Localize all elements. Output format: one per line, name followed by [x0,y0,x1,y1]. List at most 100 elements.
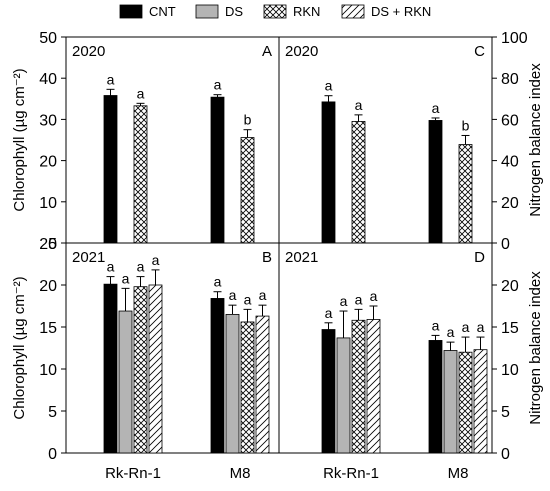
y-tick-label: 60 [501,112,519,129]
significance-letter: b [462,117,470,133]
x-category-label: M8 [230,465,251,482]
bar [133,286,148,454]
legend-label-3: DS + RKN [371,4,431,19]
significance-letter: a [122,270,130,286]
legend-swatch-0 [119,4,143,19]
y-tick-label: 80 [501,71,519,88]
bar [321,101,336,244]
significance-letter: a [152,252,160,268]
legend-swatch-2 [263,4,287,19]
significance-letter: a [325,78,333,94]
y-tick-label: 20 [39,154,57,171]
bar [210,298,225,454]
significance-letter: a [259,287,267,303]
panel-letter: D [474,249,485,266]
y-tick-label: 100 [501,30,528,47]
y-axis-label: Chlorophyll (µg cm⁻²) [11,68,28,211]
significance-letter: a [462,319,470,335]
y-tick-label: 20 [501,278,519,295]
significance-letter: a [244,291,252,307]
bar [118,310,133,454]
legend-swatch-1 [195,4,219,19]
bar [225,313,240,454]
y-tick-label: 25 [39,236,57,253]
y-tick-label: 10 [501,362,519,379]
legend: CNT DS RKN DS + RKN [119,4,431,19]
panel-year: 2020 [285,43,318,60]
legend-label-2: RKN [293,4,320,19]
y-axis-label: Nitrogen balance index [527,63,544,217]
bar [351,121,366,244]
significance-letter: a [432,100,440,116]
bar [336,337,351,454]
panel-year: 2020 [72,43,105,60]
y-axis-label: Chlorophyll (µg cm⁻²) [11,276,28,419]
bar [443,350,458,454]
bar [103,283,118,454]
y-tick-label: 10 [39,195,57,212]
y-tick-label: 15 [39,320,57,337]
significance-letter: a [107,71,115,87]
bar [255,315,270,454]
y-tick-label: 5 [501,404,510,421]
significance-letter: a [214,77,222,93]
bar [240,321,255,454]
legend-swatch-3 [341,4,365,19]
bar [148,284,163,454]
y-tick-label: 0 [501,236,510,253]
y-tick-label: 20 [501,195,519,212]
bar [103,95,118,244]
significance-letter: a [214,274,222,290]
y-axis-label: Nitrogen balance index [527,271,544,425]
y-tick-label: 20 [39,278,57,295]
significance-letter: a [447,324,455,340]
x-category-label: Rk-Rn-1 [323,465,379,482]
panel-year: 2021 [285,249,318,266]
x-category-label: Rk-Rn-1 [105,465,161,482]
significance-letter: a [340,293,348,309]
panel-year: 2021 [72,249,105,266]
significance-letter: a [355,291,363,307]
bar [458,144,473,244]
y-tick-label: 0 [48,446,57,463]
y-tick-label: 15 [501,320,519,337]
legend-label-0: CNT [149,4,176,19]
panel-letter: C [474,43,485,60]
significance-letter: a [137,259,145,275]
bar [366,319,381,454]
panel-letter: B [262,249,272,266]
significance-letter: a [370,288,378,304]
significance-letter: b [244,112,252,128]
panel-A: 0 10 20 30 40 50 Chlorophyll (µg cm⁻²) 2020 Aa a a… [11,30,280,253]
bar [321,329,336,454]
y-tick-label: 40 [39,71,57,88]
y-tick-label: 30 [39,112,57,129]
y-tick-label: 50 [39,30,57,47]
significance-letter: a [107,259,115,275]
bar [428,120,443,244]
y-tick-label: 5 [48,404,57,421]
significance-letter: a [432,317,440,333]
panel-C: 0 20 40 60 80 100 Nitrogen balance index 2020 Ca… [278,30,544,253]
y-tick-label: 10 [39,362,57,379]
panel-letter: A [262,43,272,60]
significance-letter: a [325,305,333,321]
significance-letter: a [355,97,363,113]
significance-letter: a [137,85,145,101]
significance-letter: a [477,319,485,335]
y-tick-label: 0 [48,236,57,253]
bar [458,351,473,454]
bar [240,137,255,244]
bar [351,319,366,454]
x-category-label: M8 [448,465,469,482]
y-tick-label: 0 [501,446,510,463]
bar [210,96,225,244]
bar [428,340,443,454]
y-tick-label: 40 [501,154,519,171]
bar [133,105,148,244]
bar [473,349,488,454]
